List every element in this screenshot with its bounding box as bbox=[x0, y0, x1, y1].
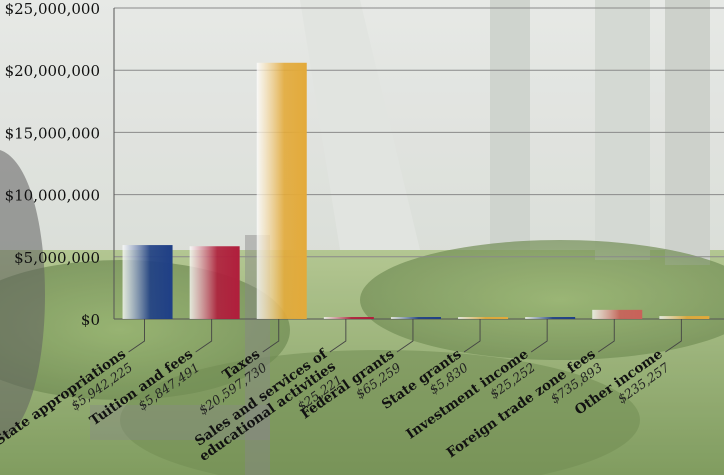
bar bbox=[525, 317, 576, 319]
y-tick-label: $15,000,000 bbox=[5, 124, 100, 142]
y-tick-label: $10,000,000 bbox=[5, 187, 100, 205]
bar bbox=[458, 317, 509, 319]
leader-line bbox=[463, 319, 481, 353]
bar bbox=[592, 309, 643, 319]
bar bbox=[189, 246, 240, 319]
leader-line bbox=[262, 319, 280, 353]
leader-line bbox=[195, 319, 213, 353]
y-tick-label: $25,000,000 bbox=[5, 0, 100, 18]
bar bbox=[659, 316, 710, 319]
y-tick-label: $5,000,000 bbox=[14, 249, 100, 267]
leader-line bbox=[329, 319, 347, 353]
leader-line bbox=[530, 319, 548, 353]
bars bbox=[122, 62, 710, 319]
leader-line bbox=[396, 319, 414, 353]
leader-line bbox=[597, 319, 615, 353]
bar bbox=[390, 317, 441, 319]
leader-line bbox=[665, 319, 682, 353]
leader-line bbox=[128, 319, 146, 353]
bar bbox=[256, 62, 307, 319]
y-tick-label: $20,000,000 bbox=[5, 62, 100, 80]
bar bbox=[122, 245, 173, 319]
bar bbox=[323, 317, 374, 319]
y-tick-label: $0 bbox=[81, 311, 100, 329]
